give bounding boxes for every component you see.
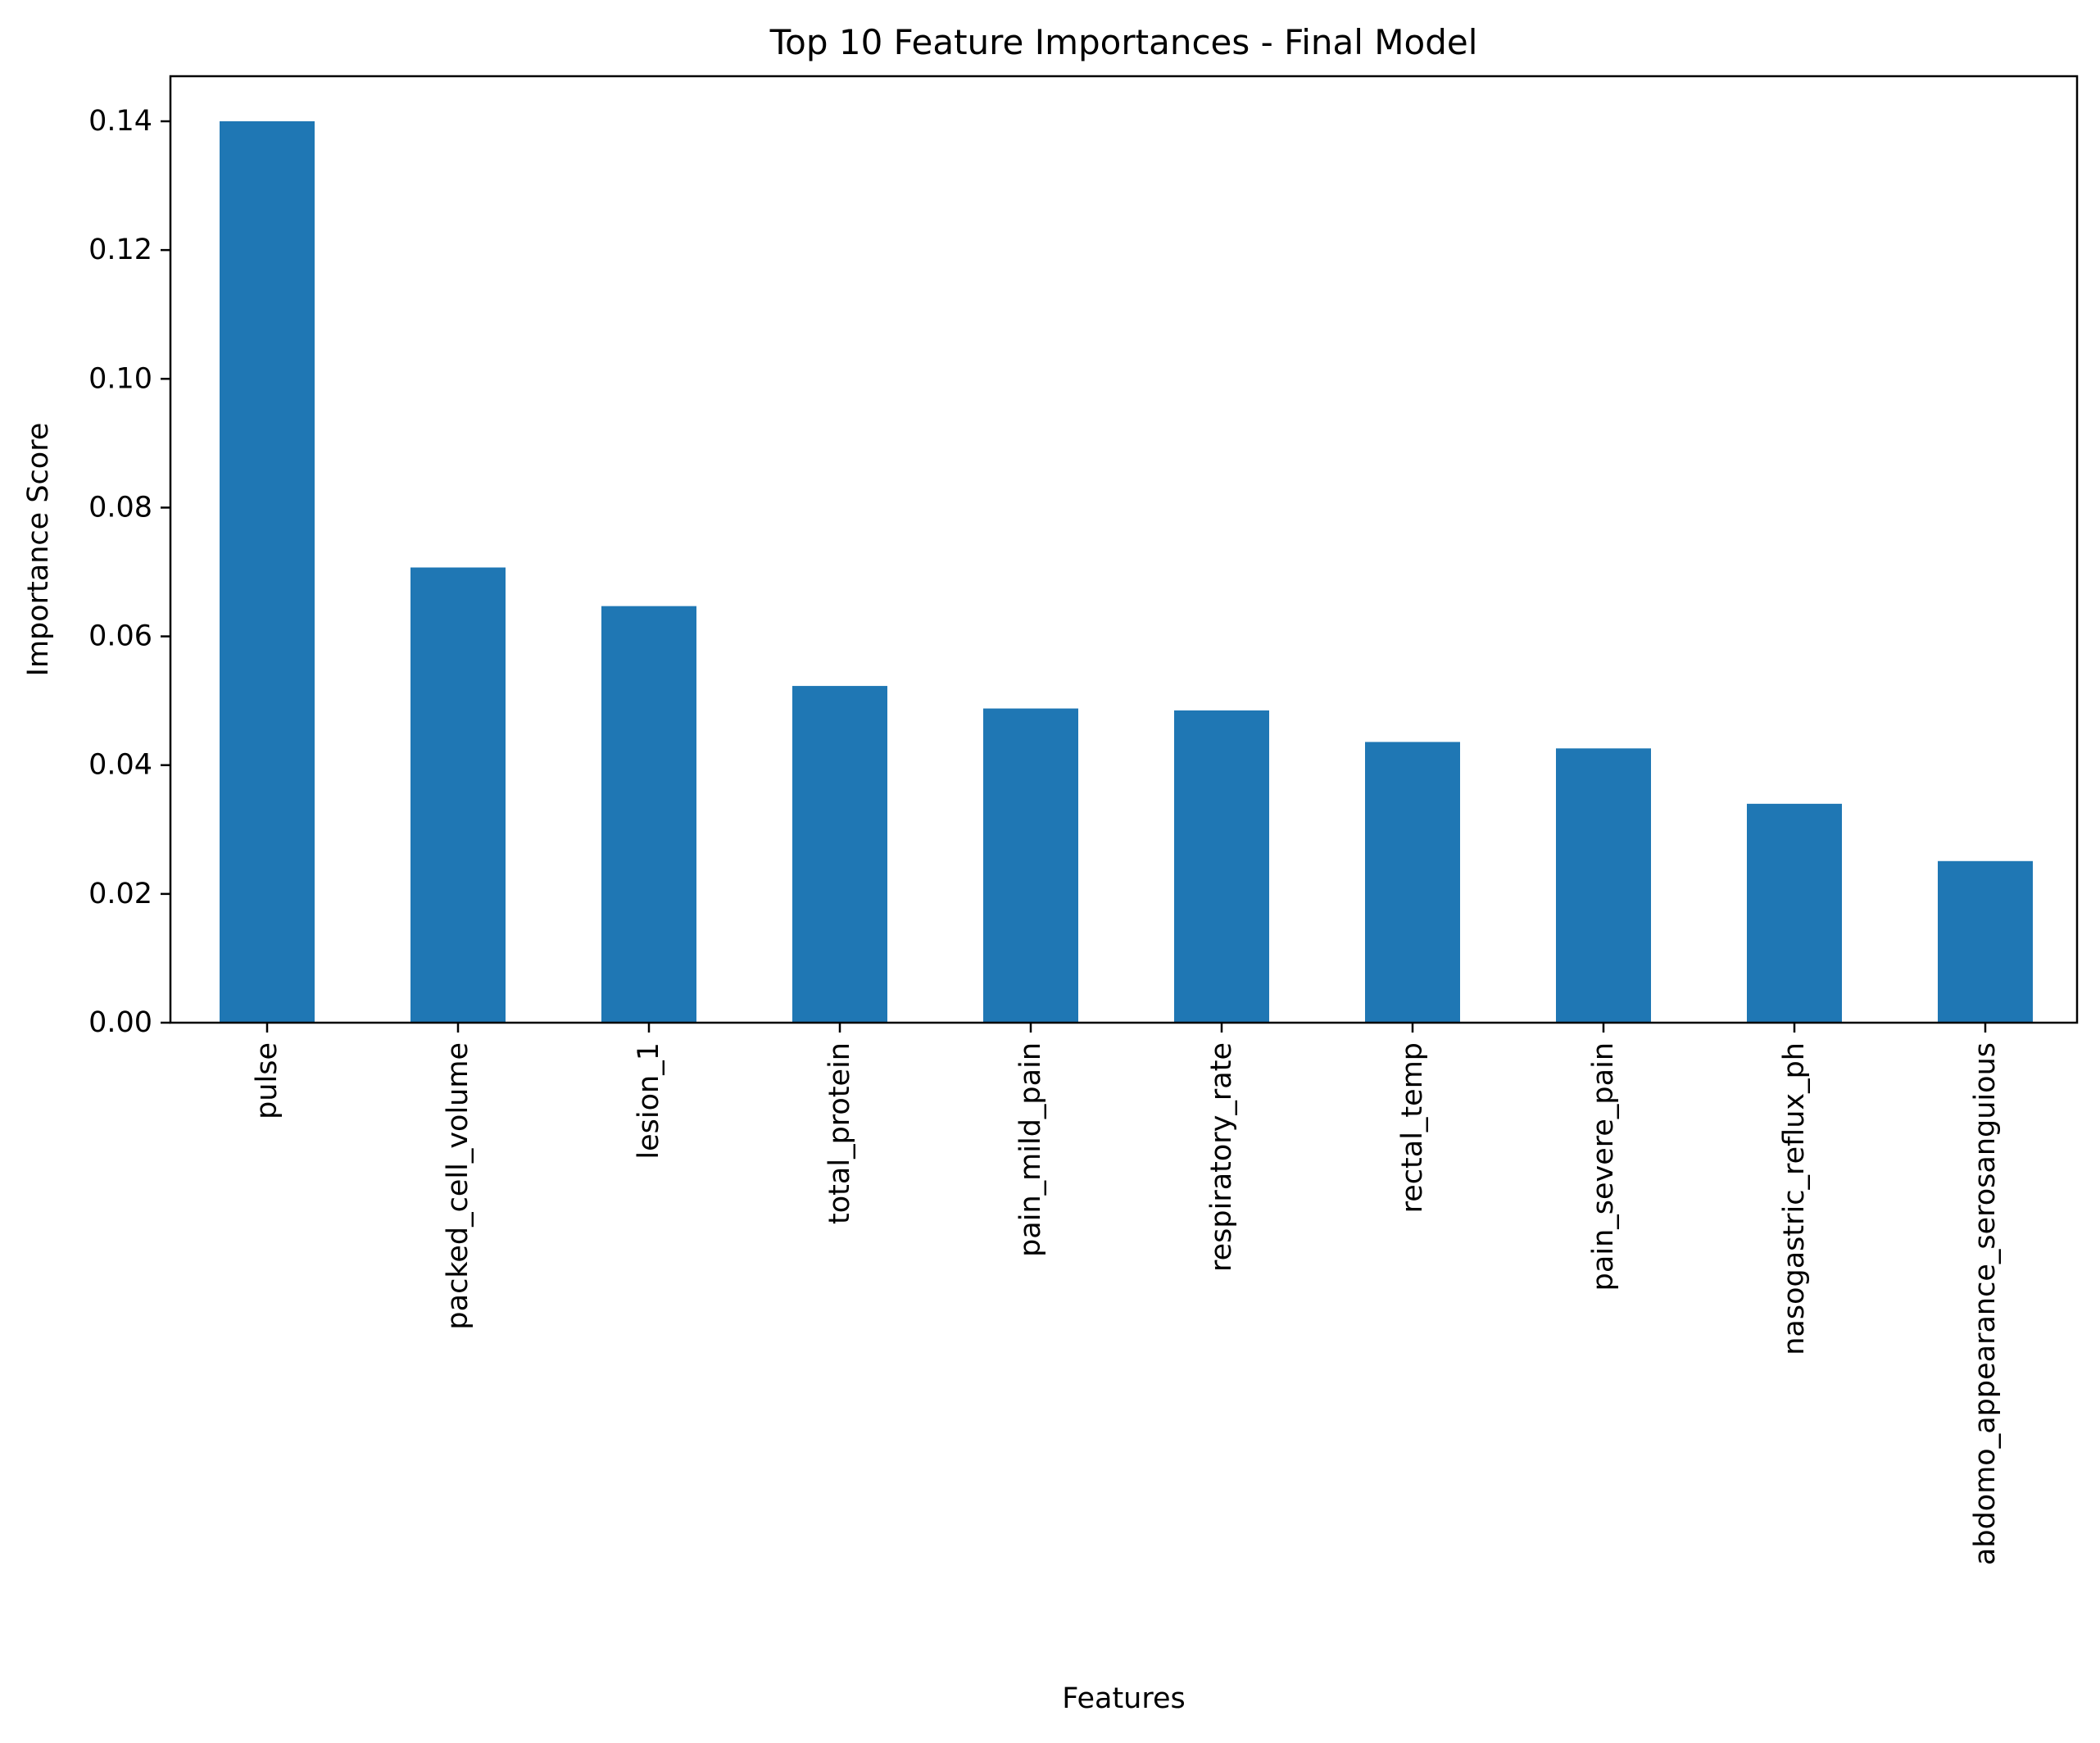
y-tick-label: 0.04 xyxy=(88,749,152,782)
x-tick-label: pain_severe_pain xyxy=(1587,1042,1620,1291)
bar-total-protein xyxy=(792,686,887,1023)
x-tick-label: lesion_1 xyxy=(633,1042,665,1160)
bar-pain-mild-pain xyxy=(983,708,1078,1023)
y-tick-label: 0.02 xyxy=(88,878,152,910)
x-tick-label: rectal_temp xyxy=(1396,1042,1429,1213)
x-tick-label: respiratory_rate xyxy=(1205,1042,1238,1272)
bar-abdomo-appearance-serosanguious xyxy=(1938,860,2033,1023)
bar-nasogastric-reflux-ph xyxy=(1747,803,1842,1023)
x-tick-label: packed_cell_volume xyxy=(442,1042,474,1330)
bar-lesion-1 xyxy=(601,606,696,1023)
y-axis-title: Importance Score xyxy=(22,423,55,677)
y-tick-label: 0.08 xyxy=(88,491,152,524)
x-axis-ticks: pulse packed_cell_volume lesion_1 total_pro… xyxy=(251,1023,2002,1565)
x-tick-label: pulse xyxy=(251,1042,283,1119)
bars-group xyxy=(220,121,2033,1023)
bar-respiratory-rate xyxy=(1174,710,1269,1023)
y-tick-label: 0.06 xyxy=(88,620,152,653)
bar-pain-severe-pain xyxy=(1556,748,1651,1023)
bar-pulse xyxy=(220,121,315,1023)
y-tick-label: 0.14 xyxy=(88,105,152,138)
chart-title: Top 10 Feature Importances - Final Model xyxy=(769,22,1478,62)
y-tick-label: 0.10 xyxy=(88,362,152,395)
x-tick-label: pain_mild_pain xyxy=(1014,1042,1047,1257)
y-axis-ticks: 0.00 0.02 0.04 0.06 0.08 0.10 0.12 0.14 xyxy=(88,105,170,1039)
bar-rectal-temp xyxy=(1365,742,1460,1023)
x-tick-label: nasogastric_reflux_ph xyxy=(1778,1042,1811,1355)
y-tick-label: 0.12 xyxy=(88,234,152,266)
plot-frame xyxy=(169,75,2079,1024)
x-tick-label: abdomo_appearance_serosanguious xyxy=(1969,1042,2002,1565)
bar-packed-cell-volume xyxy=(410,567,506,1023)
y-tick-label: 0.00 xyxy=(88,1006,152,1039)
x-axis-title: Features xyxy=(1062,1682,1186,1715)
x-tick-label: total_protein xyxy=(823,1042,856,1224)
